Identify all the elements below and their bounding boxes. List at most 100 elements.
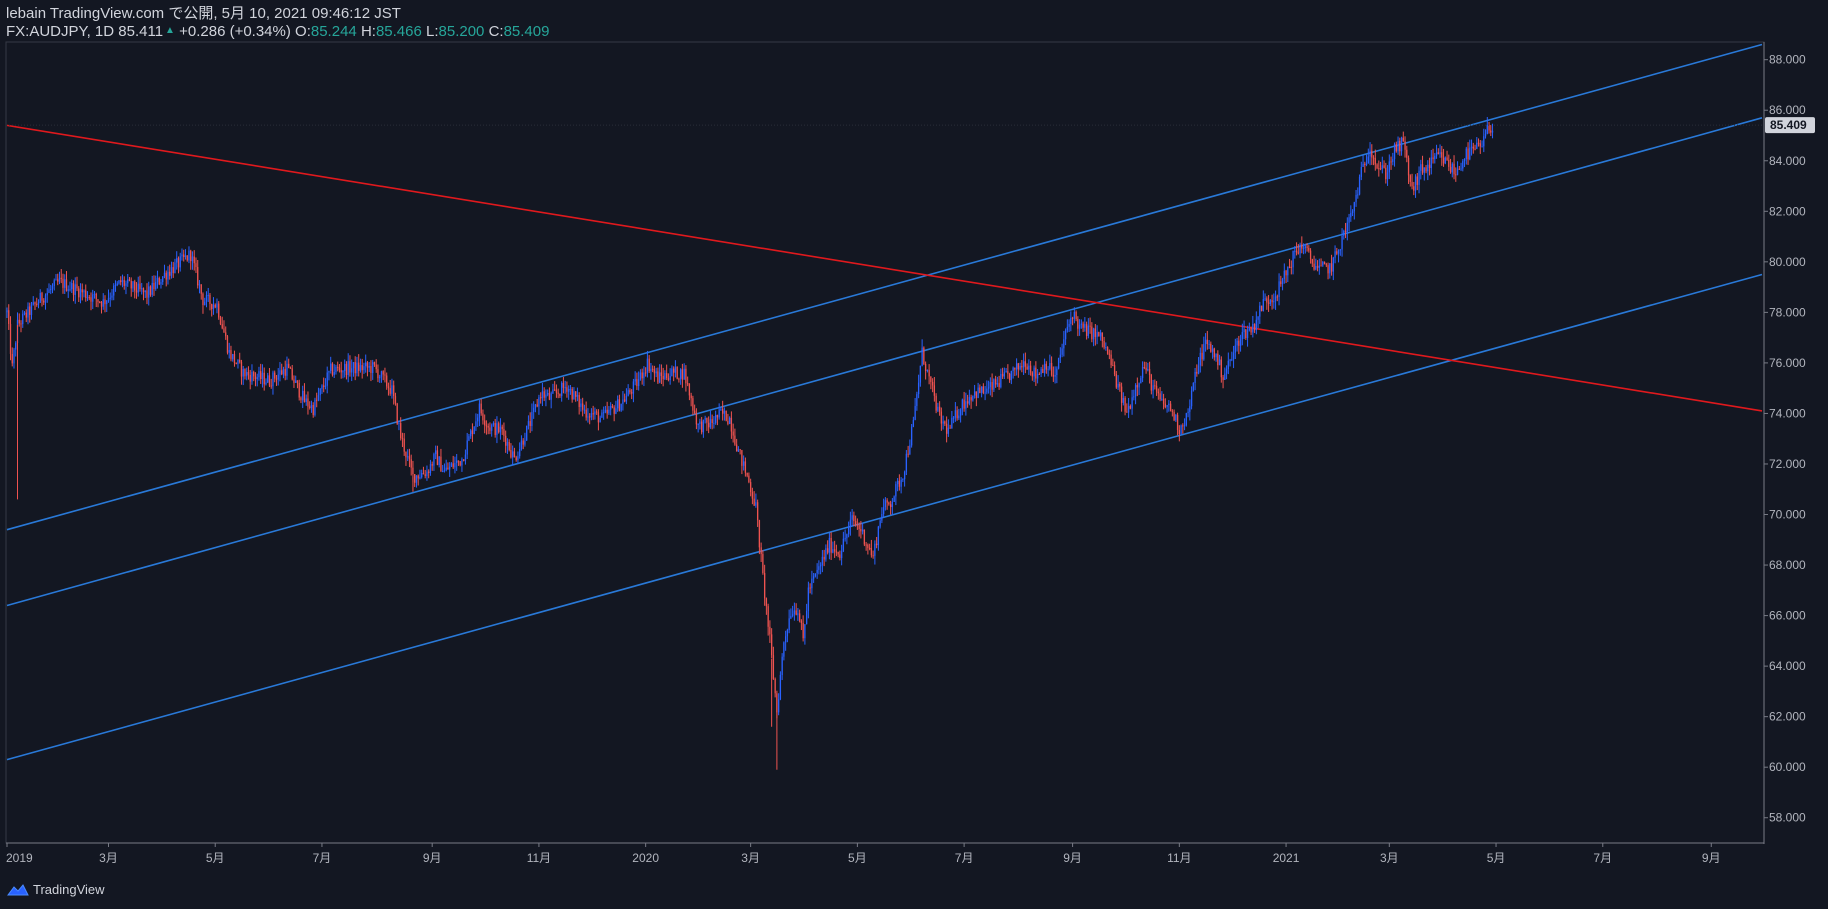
candle-up xyxy=(905,450,908,476)
candle-up xyxy=(1367,148,1369,164)
candle-down xyxy=(382,370,384,381)
candle-body xyxy=(1066,326,1069,331)
candle-body xyxy=(510,449,512,458)
candle-up xyxy=(344,359,346,378)
candle-body xyxy=(1057,357,1060,369)
candle-body xyxy=(1150,375,1152,391)
candle-body xyxy=(585,409,587,418)
candle-body xyxy=(1007,371,1009,374)
low-value: 85.200 xyxy=(438,23,485,40)
candle-body xyxy=(846,534,848,539)
candle-up xyxy=(113,283,115,301)
candle-down xyxy=(142,287,145,301)
candle-body xyxy=(914,405,916,420)
candle-down xyxy=(744,457,747,477)
candle-up xyxy=(496,416,498,444)
candle-up xyxy=(568,385,570,400)
candle-down xyxy=(165,270,167,287)
candle-body xyxy=(756,502,759,521)
candle-up xyxy=(699,418,701,430)
candle-down xyxy=(802,615,804,642)
candle-up xyxy=(538,394,540,415)
candle-up xyxy=(365,354,367,373)
candle-up xyxy=(877,525,880,551)
candle-up xyxy=(174,258,176,274)
drawn-lines[interactable] xyxy=(6,43,1763,761)
candle-down xyxy=(721,400,724,421)
candle-down xyxy=(923,346,925,366)
candle-body xyxy=(923,347,925,364)
candle-down xyxy=(1477,138,1480,147)
x-tick-label: 2021 xyxy=(1273,851,1300,865)
candle-down xyxy=(1050,356,1053,377)
candle-down xyxy=(1323,261,1326,265)
candle-down xyxy=(758,519,761,555)
candle-body xyxy=(1106,347,1109,354)
candle-up xyxy=(916,391,918,411)
candle-body xyxy=(407,456,409,458)
candle-up xyxy=(788,609,790,634)
candle-body xyxy=(727,420,729,424)
candle-body xyxy=(1472,146,1474,149)
candle-body xyxy=(323,385,325,387)
candle-down xyxy=(405,451,407,466)
candle-up xyxy=(709,410,712,429)
candle-body xyxy=(1379,168,1382,170)
candle-up xyxy=(1141,361,1144,383)
tradingview-brand[interactable]: TradingView xyxy=(7,882,105,897)
candle-body xyxy=(195,263,197,268)
candle-body xyxy=(81,289,83,293)
candle-down xyxy=(1159,387,1161,402)
candle-body xyxy=(1063,339,1065,349)
time-axis[interactable]: 2019 3月 5月 7月 9月 11月 2020 3月 5月 7月 9月 11月 2021 3月 5月 7月… xyxy=(6,843,1721,865)
candle-down xyxy=(312,402,314,418)
candle-up xyxy=(342,370,344,379)
plot-border xyxy=(5,41,1765,844)
candle-down xyxy=(994,375,997,388)
candle-body xyxy=(735,444,738,452)
candle-down xyxy=(43,298,45,306)
candle-down xyxy=(1091,322,1093,343)
candle-up xyxy=(804,624,806,645)
candle-body xyxy=(267,375,269,383)
candle-body xyxy=(1301,244,1303,249)
candle-up xyxy=(380,370,383,383)
candle-up xyxy=(1068,319,1070,333)
publisher-line: lebain TradingView.com で公開, 5月 10, 2021 … xyxy=(6,5,401,23)
candle-body xyxy=(533,407,535,412)
candle-body xyxy=(265,382,267,385)
candle-body xyxy=(777,699,780,713)
candle-body xyxy=(484,420,486,426)
candle-body xyxy=(417,475,419,479)
candle-up xyxy=(44,293,47,310)
candle-up xyxy=(632,378,635,403)
candle-body xyxy=(1052,374,1055,377)
candle-body xyxy=(900,479,902,487)
candle-body xyxy=(1474,148,1476,150)
candle-up xyxy=(449,462,451,477)
candle-down xyxy=(510,443,512,459)
price-axis[interactable]: 58.00060.00062.00064.00066.00068.00070.0… xyxy=(1764,53,1806,825)
candle-body xyxy=(1127,406,1130,413)
candle-down xyxy=(183,249,185,262)
candle-up xyxy=(594,407,596,420)
candle-body xyxy=(8,310,10,325)
candle-body xyxy=(882,507,885,515)
candle-body xyxy=(344,363,346,372)
candle-down xyxy=(484,414,486,434)
candle-up xyxy=(874,540,876,565)
candle-up xyxy=(443,463,446,473)
candle-body xyxy=(1386,172,1389,180)
candle-down xyxy=(340,361,342,379)
candle-body xyxy=(671,368,673,377)
candle-body xyxy=(608,409,610,414)
candle-down xyxy=(345,361,348,380)
candle-up xyxy=(419,469,421,480)
candle-up xyxy=(1299,242,1301,259)
candle-body xyxy=(1364,163,1366,165)
candle-body xyxy=(805,610,808,625)
channel-middle xyxy=(6,117,1763,607)
candle-body xyxy=(688,383,691,396)
candle-body xyxy=(798,613,801,621)
